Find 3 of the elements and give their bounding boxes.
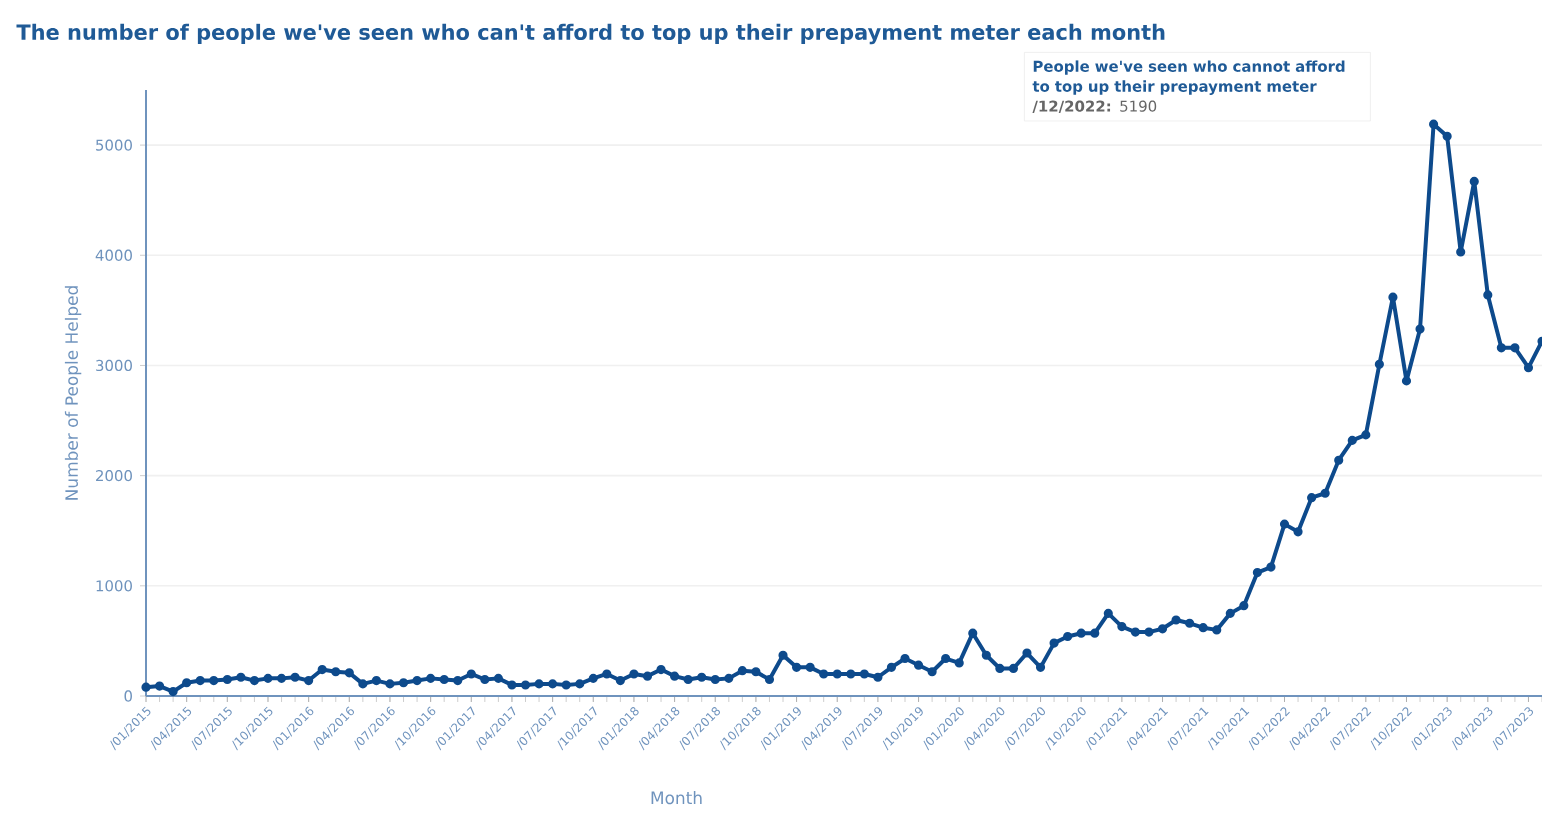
x-axis-title: Month (651, 791, 702, 805)
chart-title: The number of people we've seen who can't afford to top up their prepayment meter each month (16, 23, 1165, 45)
y-axis-title: Number of People Helped (64, 286, 82, 500)
